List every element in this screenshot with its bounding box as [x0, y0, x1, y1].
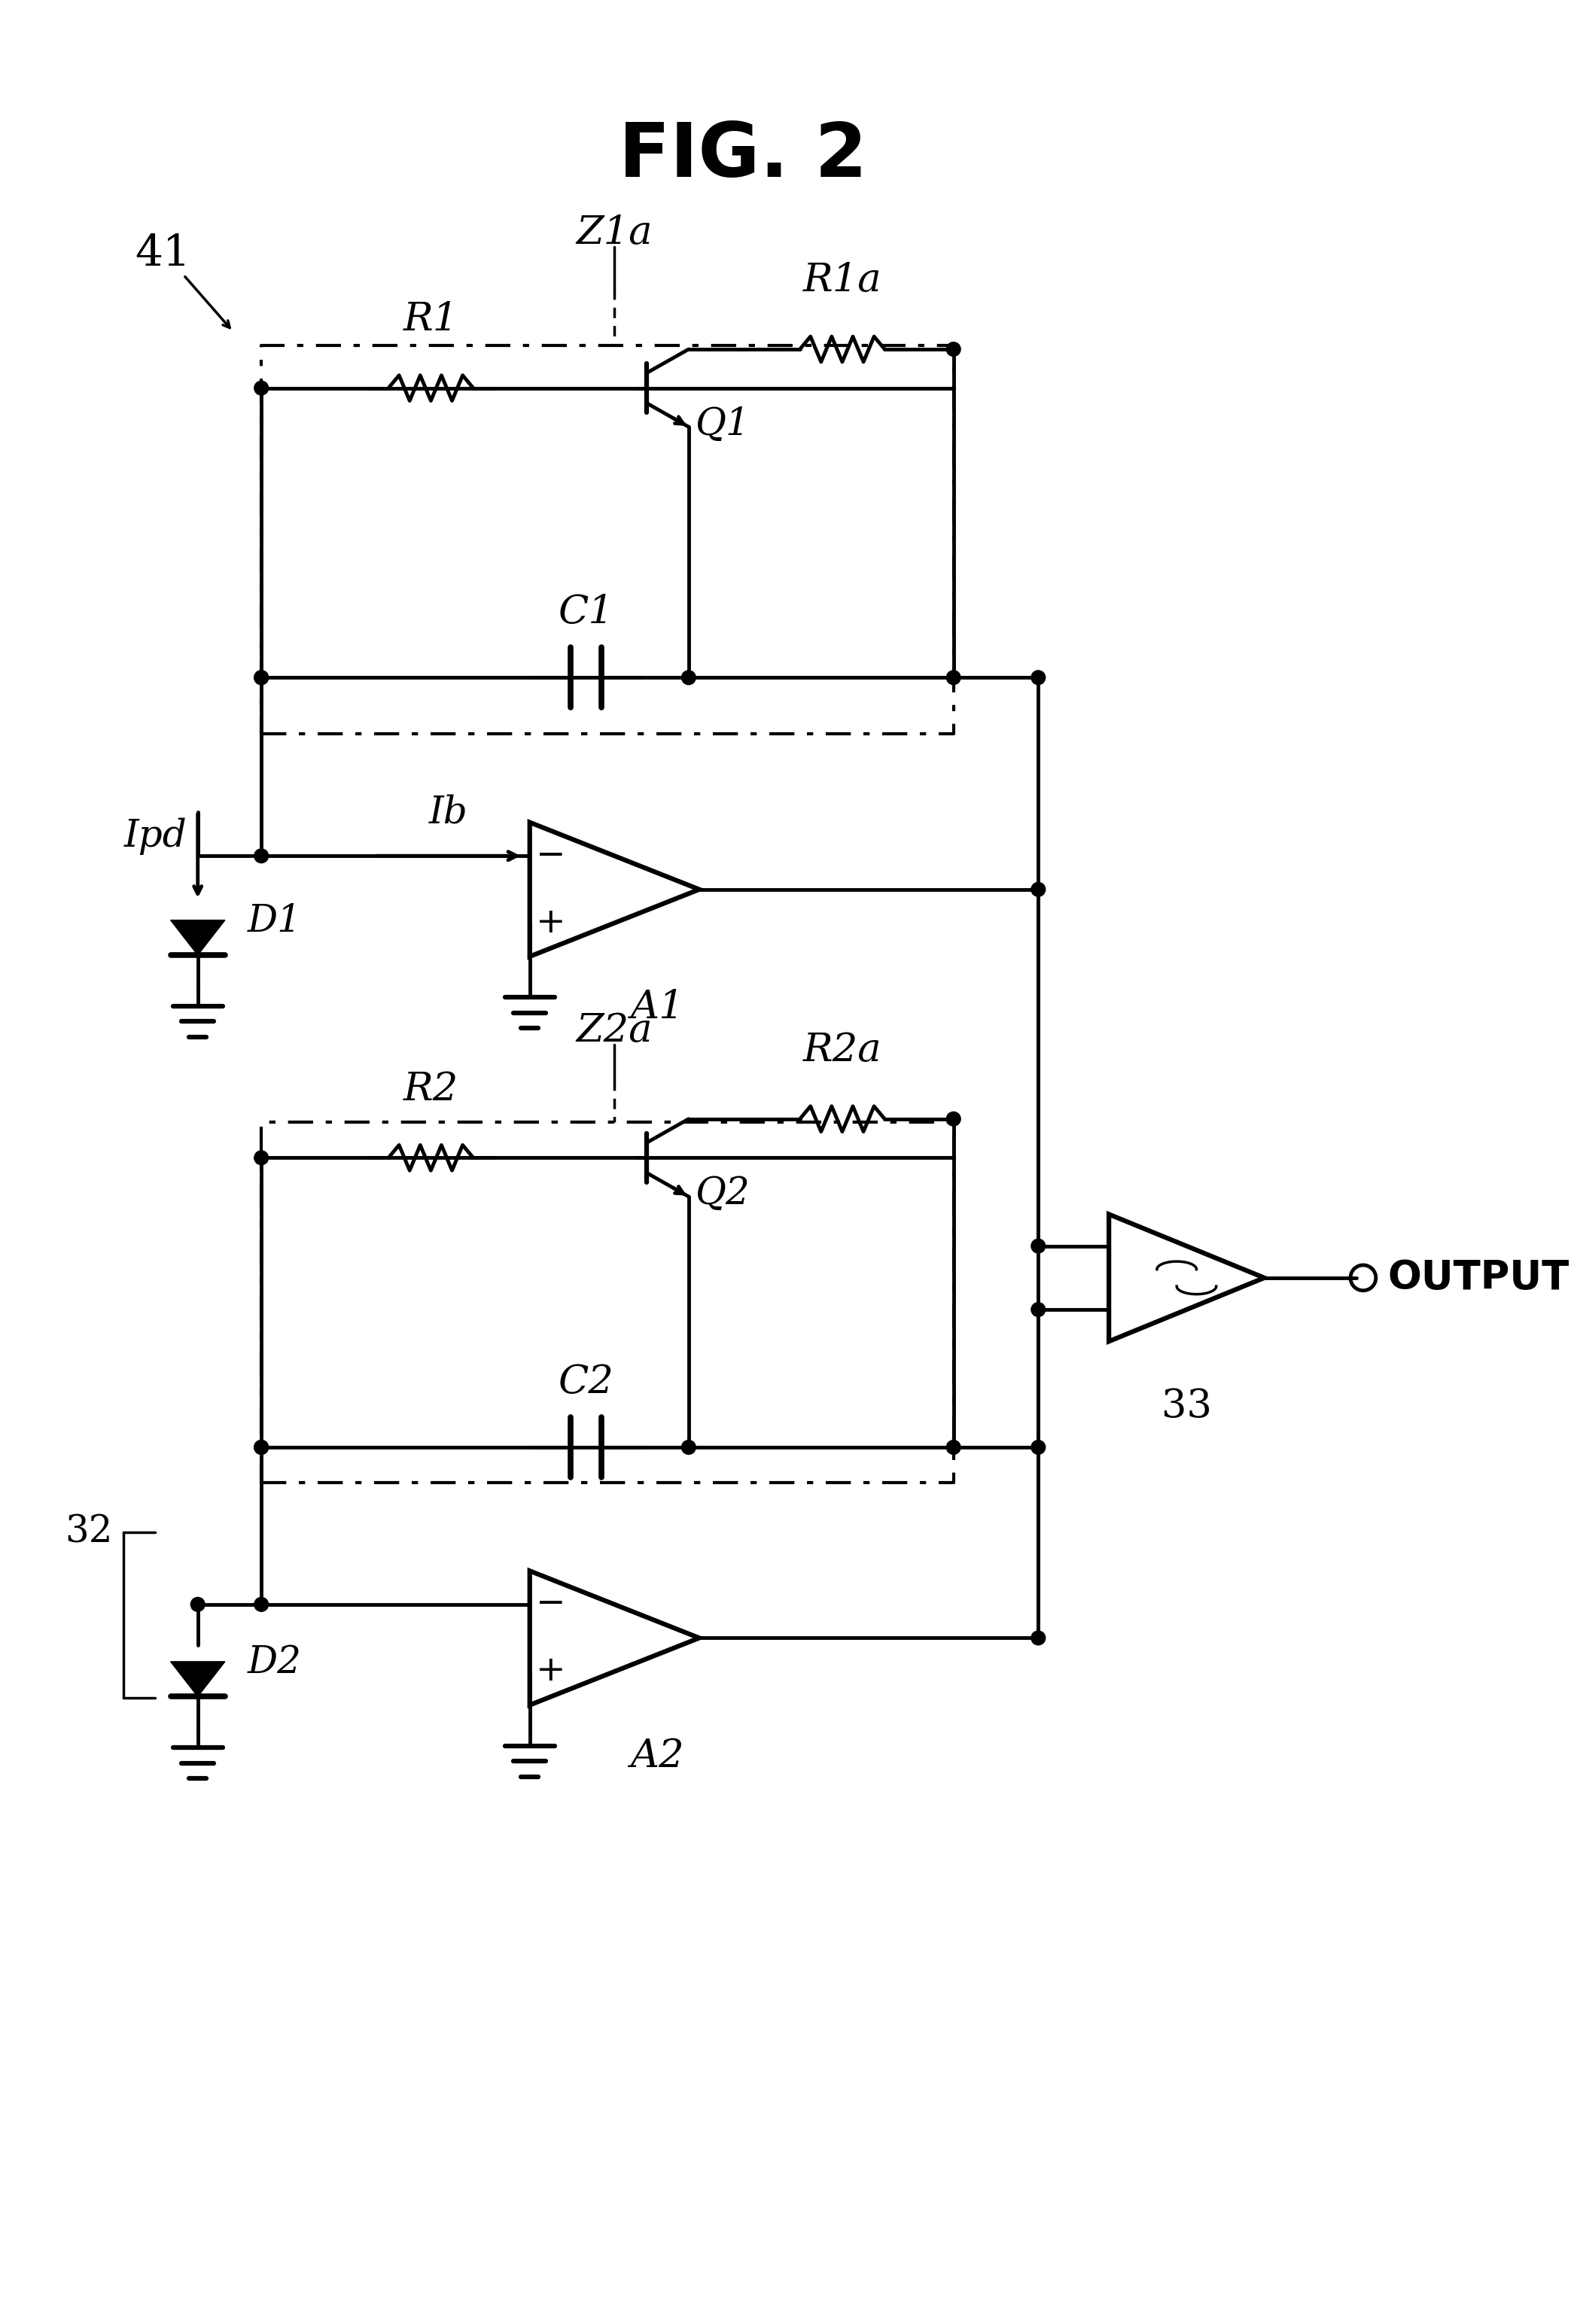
- Circle shape: [947, 342, 961, 356]
- Text: R2a: R2a: [803, 1032, 882, 1069]
- Circle shape: [682, 1441, 695, 1455]
- Text: A2: A2: [630, 1736, 684, 1776]
- Text: R2: R2: [404, 1069, 459, 1109]
- Circle shape: [1031, 672, 1045, 686]
- Text: A1: A1: [630, 988, 684, 1027]
- Text: OUTPUT: OUTPUT: [1388, 1257, 1569, 1297]
- Text: R1: R1: [404, 300, 459, 339]
- Circle shape: [947, 1111, 961, 1127]
- Circle shape: [255, 1597, 269, 1611]
- Text: 41: 41: [135, 232, 190, 274]
- Circle shape: [1031, 883, 1045, 897]
- Text: Q1: Q1: [695, 407, 750, 444]
- Circle shape: [1031, 1239, 1045, 1253]
- Circle shape: [255, 381, 269, 395]
- Text: Ib: Ib: [429, 795, 469, 832]
- Circle shape: [1031, 1631, 1045, 1645]
- Text: +: +: [537, 1655, 565, 1690]
- Circle shape: [255, 672, 269, 686]
- Circle shape: [947, 672, 961, 686]
- Circle shape: [255, 672, 269, 686]
- Text: Z2a: Z2a: [576, 1011, 652, 1050]
- Circle shape: [255, 1441, 269, 1455]
- Circle shape: [682, 672, 695, 686]
- Polygon shape: [171, 920, 225, 955]
- Circle shape: [255, 1150, 269, 1164]
- Text: C2: C2: [559, 1362, 614, 1401]
- Text: C1: C1: [559, 593, 614, 632]
- Text: 32: 32: [65, 1513, 112, 1550]
- Circle shape: [1031, 1441, 1045, 1455]
- Text: D1: D1: [247, 902, 301, 939]
- Polygon shape: [171, 1662, 225, 1697]
- Text: Q2: Q2: [695, 1176, 750, 1213]
- Circle shape: [255, 848, 269, 862]
- Circle shape: [190, 1597, 204, 1611]
- Circle shape: [1031, 1301, 1045, 1318]
- Text: 33: 33: [1162, 1387, 1213, 1425]
- Text: −: −: [537, 839, 565, 874]
- Circle shape: [255, 1441, 269, 1455]
- Circle shape: [947, 1441, 961, 1455]
- Text: FIG. 2: FIG. 2: [619, 121, 867, 193]
- Text: Ipd: Ipd: [123, 818, 187, 855]
- Text: Z1a: Z1a: [576, 214, 652, 251]
- Text: −: −: [537, 1587, 565, 1622]
- Text: +: +: [537, 906, 565, 939]
- Text: D2: D2: [247, 1643, 301, 1680]
- Text: R1a: R1a: [803, 260, 882, 300]
